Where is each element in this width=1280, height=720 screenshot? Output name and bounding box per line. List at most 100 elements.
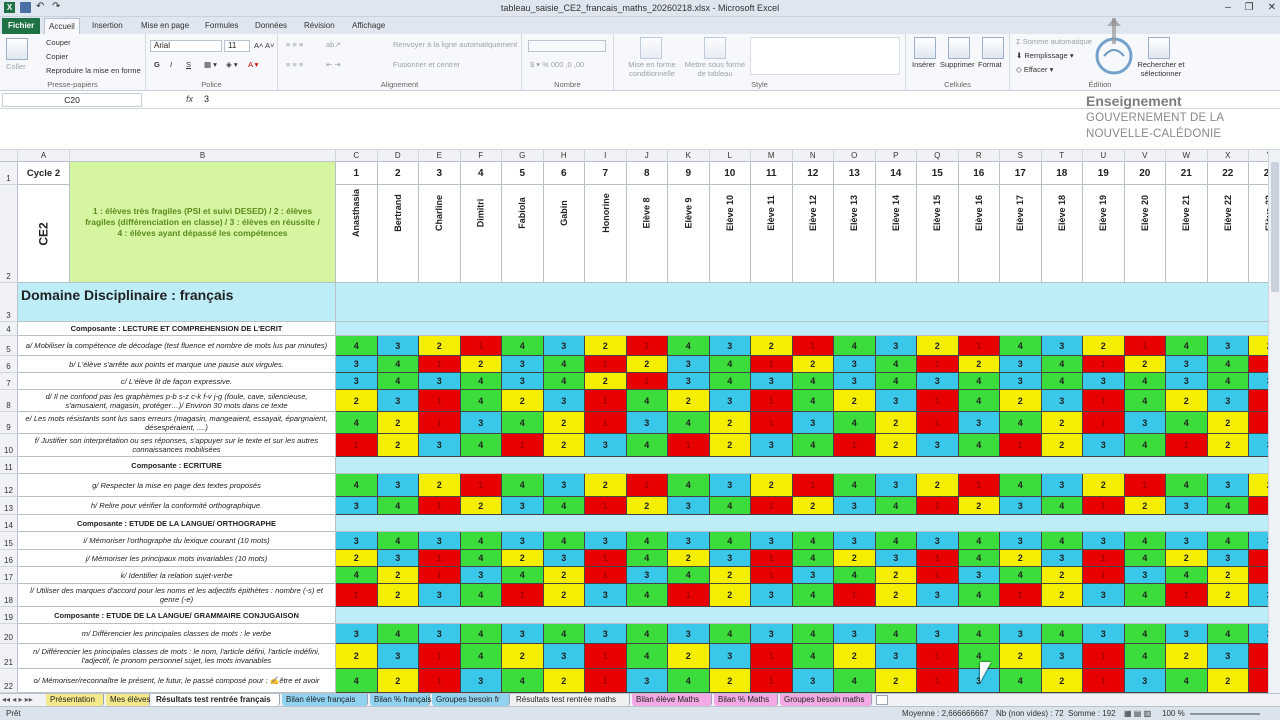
score-cell[interactable]: 2 <box>377 412 419 434</box>
student-name-cell[interactable]: Charline <box>419 185 461 283</box>
sheet-tab[interactable]: Résultats test rentrée maths <box>512 694 630 706</box>
skill-label-cell[interactable]: b/ L'élève s'arrête aux points et marque… <box>18 356 336 373</box>
score-cell[interactable]: 4 <box>1166 669 1208 693</box>
score-cell[interactable]: 3 <box>1041 550 1083 567</box>
score-cell[interactable]: 2 <box>834 644 876 669</box>
score-cell[interactable]: 3 <box>834 356 876 373</box>
score-cell[interactable]: 1 <box>1249 669 1268 693</box>
score-cell[interactable]: 4 <box>792 532 834 550</box>
col-header-I[interactable]: I <box>585 150 627 162</box>
score-cell[interactable]: 4 <box>958 584 1000 607</box>
score-cell[interactable]: 2 <box>543 584 585 607</box>
score-cell[interactable]: 4 <box>709 532 751 550</box>
score-cell[interactable]: 4 <box>668 412 710 434</box>
score-cell[interactable]: 3 <box>336 373 378 390</box>
delete-button[interactable]: Supprimer <box>940 60 975 69</box>
score-cell[interactable]: 4 <box>1124 644 1166 669</box>
score-cell[interactable]: 3 <box>460 567 502 584</box>
score-cell[interactable]: 2 <box>917 474 959 497</box>
student-name-cell[interactable]: Fabiola <box>502 185 544 283</box>
merge-center-button[interactable]: Fusionner et centrer <box>393 60 461 69</box>
score-cell[interactable]: 3 <box>1249 532 1268 550</box>
score-cell[interactable]: 2 <box>875 412 917 434</box>
student-name-cell[interactable]: Elève 19 <box>1083 185 1125 283</box>
score-cell[interactable]: 3 <box>1207 550 1249 567</box>
score-cell[interactable]: 3 <box>1083 584 1125 607</box>
score-cell[interactable]: 4 <box>1041 497 1083 515</box>
sheet-tab[interactable]: Bilan % Maths <box>714 694 778 706</box>
score-cell[interactable]: 3 <box>336 356 378 373</box>
score-cell[interactable]: 4 <box>792 584 834 607</box>
score-cell[interactable]: 3 <box>543 644 585 669</box>
score-cell[interactable]: 3 <box>502 356 544 373</box>
score-cell[interactable]: 3 <box>1207 390 1249 412</box>
save-icon[interactable] <box>20 2 31 13</box>
score-cell[interactable]: 3 <box>668 497 710 515</box>
sheet-tab[interactable]: Groupes besoin fr <box>432 694 510 706</box>
score-cell[interactable]: 2 <box>543 669 585 693</box>
student-number-cell[interactable]: 7 <box>585 162 627 185</box>
score-cell[interactable]: 2 <box>585 373 627 390</box>
score-cell[interactable]: 1 <box>419 567 461 584</box>
score-cell[interactable]: 3 <box>834 373 876 390</box>
score-cell[interactable]: 1 <box>1249 644 1268 669</box>
score-cell[interactable]: 4 <box>1207 373 1249 390</box>
score-cell[interactable]: 4 <box>626 390 668 412</box>
find-select-button[interactable]: Rechercher et sélectionner <box>1137 60 1185 78</box>
select-all-corner[interactable] <box>0 150 18 162</box>
score-cell[interactable]: 4 <box>502 474 544 497</box>
score-cell[interactable]: 2 <box>834 390 876 412</box>
student-name-cell[interactable]: Dimitri <box>460 185 502 283</box>
score-cell[interactable]: 1 <box>751 356 793 373</box>
score-cell[interactable]: 3 <box>1083 373 1125 390</box>
student-name-cell[interactable]: Elève 15 <box>917 185 959 283</box>
score-cell[interactable]: 2 <box>1041 434 1083 457</box>
score-cell[interactable]: 2 <box>668 644 710 669</box>
score-cell[interactable]: 1 <box>1083 497 1125 515</box>
row-header-11[interactable]: 11 <box>0 457 18 474</box>
col-header-C[interactable]: C <box>336 150 378 162</box>
score-cell[interactable]: 4 <box>1207 624 1249 644</box>
number-format-select[interactable] <box>528 40 606 52</box>
col-header-R[interactable]: R <box>958 150 1000 162</box>
score-cell[interactable]: 4 <box>460 550 502 567</box>
score-cell[interactable]: 4 <box>1124 373 1166 390</box>
score-cell[interactable]: 3 <box>1083 532 1125 550</box>
score-cell[interactable]: 2 <box>377 434 419 457</box>
score-cell[interactable]: 3 <box>336 497 378 515</box>
score-cell[interactable]: 1 <box>917 644 959 669</box>
col-header-E[interactable]: E <box>419 150 461 162</box>
cut-button[interactable]: Couper <box>46 38 71 47</box>
score-cell[interactable]: 4 <box>336 474 378 497</box>
score-cell[interactable]: 4 <box>1041 373 1083 390</box>
score-cell[interactable]: 2 <box>1207 669 1249 693</box>
score-cell[interactable]: 4 <box>377 532 419 550</box>
font-name-select[interactable]: Arial <box>150 40 222 52</box>
score-cell[interactable]: 4 <box>1166 567 1208 584</box>
score-cell[interactable]: 1 <box>751 644 793 669</box>
score-cell[interactable]: 1 <box>585 356 627 373</box>
student-number-cell[interactable]: 19 <box>1083 162 1125 185</box>
student-number-cell[interactable]: 17 <box>1000 162 1042 185</box>
score-cell[interactable]: 2 <box>543 567 585 584</box>
student-number-cell[interactable]: 5 <box>502 162 544 185</box>
score-cell[interactable]: 1 <box>419 356 461 373</box>
score-cell[interactable]: 1 <box>585 550 627 567</box>
sheet-tab[interactable]: Bilan % français <box>370 694 431 706</box>
row-header-8[interactable]: 8 <box>0 390 18 412</box>
score-cell[interactable]: 3 <box>585 584 627 607</box>
score-cell[interactable]: 4 <box>336 412 378 434</box>
score-cell[interactable]: 2 <box>460 356 502 373</box>
score-cell[interactable]: 1 <box>834 434 876 457</box>
score-cell[interactable]: 3 <box>875 336 917 356</box>
score-cell[interactable]: 1 <box>751 669 793 693</box>
skill-label-cell[interactable]: g/ Respecter la mise en page des textes … <box>18 474 336 497</box>
student-number-cell[interactable]: 23 <box>1249 162 1268 185</box>
score-cell[interactable]: 4 <box>1124 434 1166 457</box>
score-cell[interactable]: 1 <box>419 497 461 515</box>
row-header-12[interactable]: 12 <box>0 474 18 497</box>
score-cell[interactable]: 3 <box>917 373 959 390</box>
tab-insertion[interactable]: Insertion <box>92 21 123 30</box>
score-cell[interactable]: 1 <box>419 412 461 434</box>
view-buttons[interactable]: ▦ ▤ ▥ <box>1124 709 1152 718</box>
